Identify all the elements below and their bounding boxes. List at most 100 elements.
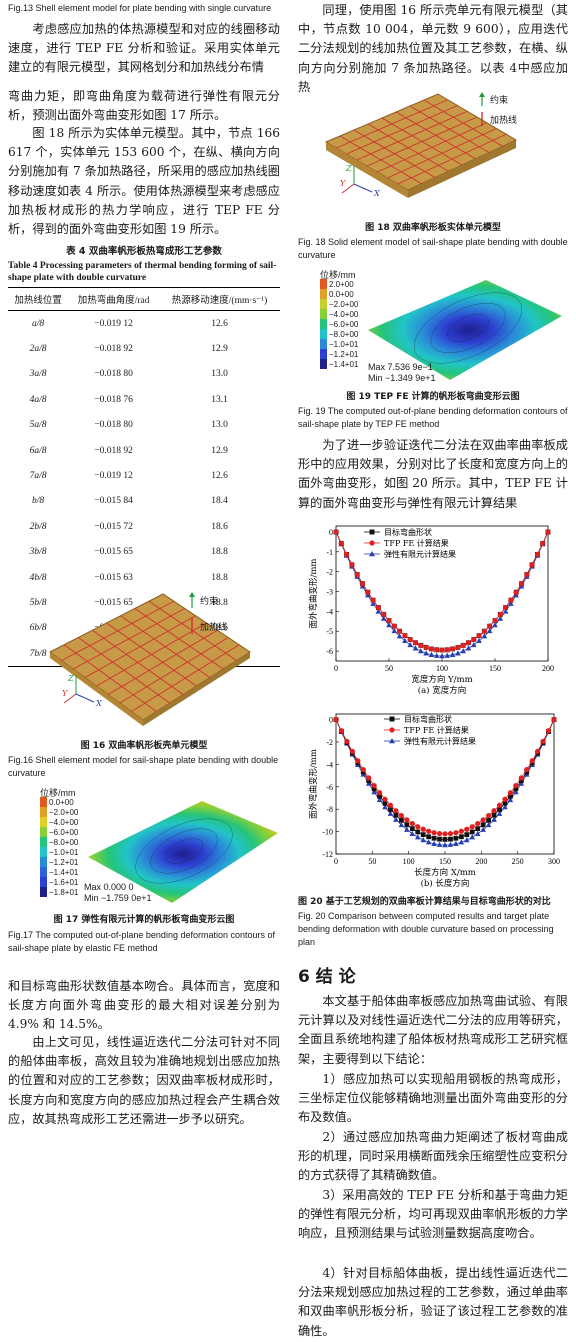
length-direction-chart: 0 50 100 150 200 250 300 0 -2 -4 -6 -8 -10 -12 长度方向 X/… <box>308 713 560 889</box>
data-point <box>475 826 481 832</box>
data-point <box>382 796 388 802</box>
data-point <box>551 717 557 723</box>
table-cell: 5b/8 <box>29 597 47 608</box>
y-tick-label: -1 <box>326 548 333 557</box>
x-tick-label: 50 <box>368 857 376 866</box>
y-tick-label: -4 <box>326 760 333 769</box>
data-point <box>396 633 403 639</box>
data-point <box>450 646 456 652</box>
y-tick-label: -6 <box>326 647 333 656</box>
heating-line <box>377 122 487 173</box>
y-tick-label: -4 <box>326 607 333 616</box>
data-point <box>465 640 472 646</box>
axis-triad-icon: Z X Y <box>340 164 380 198</box>
data-point <box>420 826 426 832</box>
data-point <box>476 633 482 639</box>
x-tick-label: 50 <box>385 664 393 673</box>
data-point <box>391 623 397 629</box>
legend-label: TFP FE 计算结果 <box>404 725 469 735</box>
y-tick-label: -2 <box>326 738 333 747</box>
data-point <box>480 822 486 828</box>
heating-line <box>119 637 229 704</box>
data-point <box>418 648 424 654</box>
table-cell: 2a/8 <box>29 344 47 355</box>
data-point <box>423 650 429 656</box>
data-point <box>407 636 413 643</box>
data-point <box>436 841 443 847</box>
data-point <box>460 642 466 648</box>
y-axis-label: 面外弯曲变形/mm <box>308 559 319 629</box>
data-point <box>404 826 410 832</box>
fig19-min: Min −1.349 9e+1 <box>368 373 436 383</box>
data-point <box>475 820 481 827</box>
scale-label: −1.6+01 <box>49 877 79 887</box>
data-point <box>338 728 345 734</box>
data-point <box>415 829 421 835</box>
data-point <box>535 748 541 754</box>
data-point <box>426 828 432 834</box>
data-point <box>420 832 426 838</box>
table-cell: 18.6 <box>211 623 228 634</box>
data-point <box>377 793 382 799</box>
data-point <box>469 834 476 840</box>
data-point <box>491 812 497 818</box>
x-tick-label: 200 <box>475 857 487 866</box>
paragraph: 同理，使用图 16 所示壳单元有限元模型（其中，节点数 10 004，单元数 9… <box>298 3 568 94</box>
data-point <box>502 800 508 806</box>
legend-marker <box>389 738 395 744</box>
table-row: 3a/8 −0.018 80 13.0 <box>8 362 280 387</box>
heating-line-icon <box>481 112 483 126</box>
data-point <box>439 647 445 653</box>
color-scale-entry: −2.0+00 <box>40 807 78 817</box>
data-point <box>442 831 448 837</box>
data-point <box>476 637 482 644</box>
x-tick-label: 150 <box>439 857 451 866</box>
legend-label: 弹性有限元计算结果 <box>404 736 476 746</box>
fig19-caption-cn: 图 19 TEP FE 计算的帆形板弯曲变形云图 <box>346 392 520 402</box>
y-tick-label: -2 <box>326 568 333 577</box>
data-point <box>399 817 404 823</box>
color-swatch <box>320 339 327 349</box>
scale-label: −2.0+00 <box>329 299 359 309</box>
table-cell: 13.1 <box>211 394 228 405</box>
scale-label: −4.0+00 <box>329 309 359 319</box>
legend-constraint: 约束 <box>490 95 509 106</box>
data-point <box>529 758 535 764</box>
heating-line <box>366 116 478 167</box>
legend-constraint: 约束 <box>200 596 219 607</box>
color-swatch <box>40 827 47 837</box>
table-cell: 12.6 <box>211 471 228 482</box>
data-point <box>471 636 477 643</box>
data-point <box>365 589 371 595</box>
table-row: 2b/8 −0.015 72 18.6 <box>8 514 280 539</box>
data-point <box>333 717 339 723</box>
data-point <box>412 640 419 646</box>
scale-label: −1.4+01 <box>329 359 359 369</box>
data-point <box>540 540 546 547</box>
data-point <box>481 628 487 634</box>
data-point <box>458 828 464 834</box>
table-cell: 6b/8 <box>29 623 47 634</box>
fig19-contour-plot <box>368 280 562 380</box>
data-point <box>513 789 519 795</box>
data-point <box>338 540 344 547</box>
data-point <box>333 529 339 535</box>
data-point <box>391 627 398 634</box>
data-point <box>508 793 513 799</box>
y-tick-label: -10 <box>322 828 333 837</box>
data-point <box>464 826 470 832</box>
y-tick-label: 0 <box>329 716 333 725</box>
data-point <box>370 597 376 603</box>
data-point <box>448 836 453 842</box>
color-scale-entry: −4.0+00 <box>40 817 78 827</box>
heating-line <box>423 99 503 147</box>
fig16-legend: 约束 加热线 <box>188 592 227 634</box>
color-scale-entry: −1.4+01 <box>320 359 358 369</box>
table-row: 5a/8 −0.018 80 13.0 <box>8 413 280 438</box>
data-point <box>377 790 383 796</box>
table-cell: 4a/8 <box>29 394 47 405</box>
data-point <box>497 807 502 812</box>
data-point <box>418 642 424 648</box>
data-point <box>402 633 408 639</box>
fig18-caption-en: Fig. 18 Solid element model of sail-shap… <box>298 237 568 260</box>
